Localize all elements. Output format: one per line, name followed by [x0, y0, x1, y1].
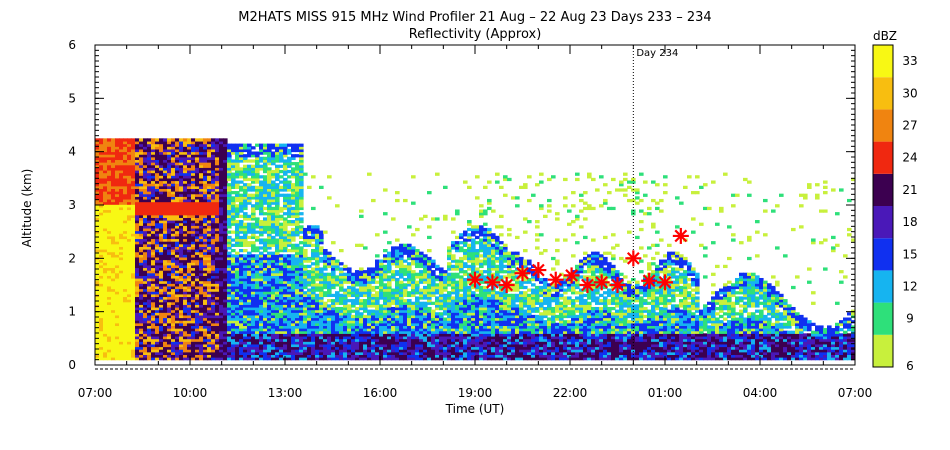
- colorbar-swatch-2: [873, 270, 893, 303]
- x-tick-label-1: 10:00: [173, 386, 208, 400]
- y-axis-label: Altitude (km): [20, 169, 34, 248]
- colorbar: 6 9 12 15 18 21 24 27 30 33: [872, 44, 918, 373]
- y-tick-label-3: 3: [68, 198, 76, 212]
- colorbar-label-6: 24: [902, 151, 917, 165]
- asterisk-point-5: [547, 271, 564, 288]
- day-marker: Day 234: [632, 45, 678, 365]
- asterisk-point-9: [609, 277, 626, 293]
- asterisk-point-12: [657, 274, 673, 291]
- x-tick-label-3: 16:00: [363, 386, 398, 400]
- asterisk-point-7: [579, 277, 596, 293]
- x-tick-label-6: 01:00: [648, 386, 683, 400]
- asterisk-point-2: [498, 277, 515, 293]
- y-tick-label-6: 6: [68, 38, 76, 52]
- colorbar-label-0: 6: [906, 359, 914, 373]
- reflectivity-heatmap: [95, 138, 855, 361]
- x-tick-label-8: 07:00: [838, 386, 873, 400]
- day-marker-label: Day 234: [636, 48, 678, 59]
- x-axis-label: Time (UT): [445, 402, 505, 416]
- colorbar-label-3: 15: [902, 247, 917, 261]
- asterisk-point-13: [672, 227, 689, 244]
- asterisk-point-10: [625, 250, 642, 267]
- asterisk-point-0: [467, 271, 483, 288]
- y-tick-label-5: 5: [68, 91, 76, 105]
- axes: 07:00 10:00 13:00 16:00 19:00 22:00 01:00 04:00…: [68, 38, 872, 400]
- colorbar-label-9: 33: [902, 54, 917, 68]
- chart-subtitle: Reflectivity (Approx): [409, 27, 542, 42]
- asterisk-point-11: [641, 272, 658, 289]
- x-tick-label-2: 13:00: [268, 386, 303, 400]
- asterisk-point-8: [593, 274, 610, 291]
- marker-series: [467, 227, 689, 293]
- chart-title: M2HATS MISS 915 MHz Wind Profiler 21 Aug…: [238, 10, 711, 25]
- x-tick-label-7: 04:00: [743, 386, 778, 400]
- x-tick-label-4: 19:00: [458, 386, 493, 400]
- colorbar-label-4: 18: [902, 215, 917, 229]
- asterisk-point-6: [563, 267, 580, 284]
- x-tick-label-5: 22:00: [553, 386, 588, 400]
- colorbar-frame: [872, 44, 894, 368]
- asterisk-point-3: [514, 265, 531, 282]
- y-tick-label-0: 0: [68, 358, 76, 372]
- x-tick-label-0: 07:00: [78, 386, 113, 400]
- colorbar-swatch-4: [873, 206, 893, 239]
- colorbar-swatch-9: [873, 45, 893, 78]
- colorbar-label-1: 9: [906, 312, 914, 326]
- colorbar-swatch-0: [873, 334, 893, 367]
- colorbar-swatch-3: [873, 238, 893, 271]
- colorbar-swatch-6: [873, 141, 893, 174]
- y-tick-label-2: 2: [68, 251, 76, 265]
- y-tick-label-4: 4: [68, 145, 76, 159]
- colorbar-swatch-1: [873, 302, 893, 335]
- asterisk-point-4: [530, 262, 547, 279]
- colorbar-label-7: 27: [902, 119, 917, 133]
- y-tick-label-1: 1: [68, 305, 76, 319]
- colorbar-label-2: 12: [902, 280, 917, 294]
- colorbar-swatch-8: [873, 77, 893, 110]
- colorbar-swatch-7: [873, 109, 893, 142]
- colorbar-label-8: 30: [902, 86, 917, 100]
- colorbar-unit: dBZ: [873, 29, 897, 43]
- asterisk-point-1: [484, 274, 501, 291]
- colorbar-swatch-5: [873, 173, 893, 206]
- colorbar-label-5: 21: [902, 183, 917, 197]
